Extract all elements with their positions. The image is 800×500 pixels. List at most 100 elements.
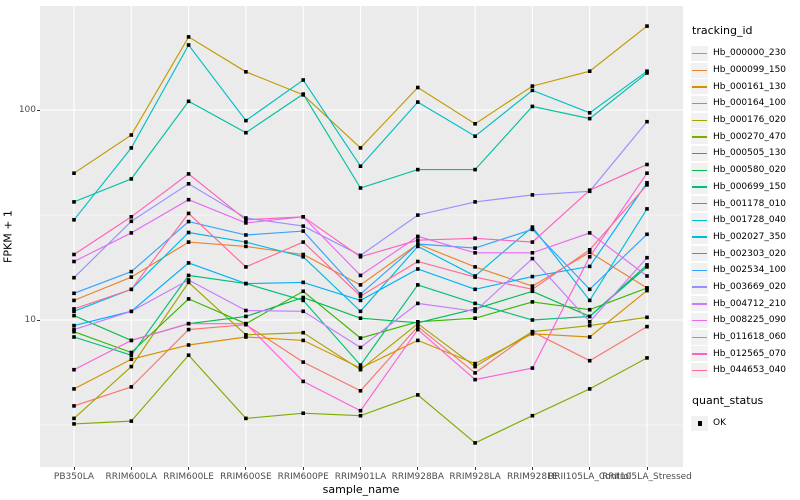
data-point-marker (301, 78, 305, 82)
data-point-marker (244, 233, 248, 237)
legend-entry-Hb_002534_100: Hb_002534_100 (691, 262, 799, 279)
legend-key-line-icon (691, 262, 708, 278)
legend-label: Hb_003669_020 (713, 281, 787, 292)
data-point-marker (358, 408, 363, 413)
x-tick-label-RRIM600PE: RRIM600PE (277, 472, 329, 482)
legend-label: Hb_000099_150 (713, 65, 787, 76)
data-point-marker (416, 338, 420, 343)
data-point-marker (473, 275, 477, 279)
data-point-marker (587, 314, 592, 319)
x-tick-mark (531, 467, 533, 470)
x-tick-mark (417, 467, 419, 470)
data-point-marker (129, 287, 134, 292)
legend-key-line-icon (691, 45, 708, 61)
legend-key-line-icon (691, 346, 708, 362)
data-point-marker (301, 360, 305, 364)
x-tick-mark (188, 467, 190, 470)
legend-entry-Hb_004712_210: Hb_004712_210 (691, 295, 799, 312)
data-point-marker (473, 122, 477, 126)
legend-entry-Hb_000099_150: Hb_000099_150 (691, 62, 799, 79)
data-point-marker (72, 309, 76, 314)
data-point-marker (244, 265, 248, 269)
x-tick-label-RRIM600LA: RRIM600LA (105, 472, 158, 482)
data-point-marker (72, 275, 76, 280)
data-point-marker (473, 371, 477, 375)
x-tick-label-PB350LA: PB350LA (53, 472, 95, 482)
data-point-marker (72, 404, 76, 408)
y-axis-title: FPKM + 1 (1, 210, 15, 263)
data-point-marker (416, 100, 420, 104)
data-point-marker (530, 88, 535, 93)
data-point-marker (358, 336, 363, 340)
data-point-marker (587, 320, 592, 324)
legend-key-line-icon (691, 162, 708, 178)
data-point-marker (301, 309, 305, 314)
data-point-marker (129, 146, 134, 150)
legend-entry-Hb_008225_090: Hb_008225_090 (691, 312, 799, 329)
data-point-marker (587, 387, 592, 391)
legend-entry-Hb_000505_130: Hb_000505_130 (691, 145, 799, 162)
data-point-marker (645, 286, 649, 290)
x-axis-title: sample_name (322, 483, 400, 496)
legend-title-tracking-id: tracking_id (692, 24, 753, 37)
data-point-marker (186, 240, 191, 244)
data-point-marker (129, 177, 134, 181)
legend-key-line-icon (691, 362, 708, 378)
legend-key-line-icon (691, 112, 708, 128)
data-point-marker (129, 231, 134, 235)
x-tick-mark (73, 467, 75, 470)
data-point-marker (244, 308, 248, 313)
x-tick-mark (646, 467, 648, 470)
data-point-marker (358, 273, 363, 278)
x-tick-mark (302, 467, 304, 470)
data-point-marker (186, 230, 191, 235)
legend-label: Hb_000164_100 (713, 98, 787, 109)
data-point-marker (530, 193, 535, 197)
data-point-marker (301, 280, 305, 285)
x-tick-mark (474, 467, 476, 470)
x-tick-mark (589, 467, 591, 470)
legend-key-line-icon (691, 95, 708, 111)
data-point-marker (358, 146, 363, 150)
data-point-marker (129, 215, 134, 219)
legend-key-line-icon (691, 62, 708, 78)
data-point-marker (186, 172, 191, 176)
data-point-marker (72, 218, 76, 222)
data-point-marker (301, 252, 305, 257)
data-point-marker (358, 186, 363, 190)
data-point-marker (530, 274, 535, 279)
data-point-marker (358, 363, 363, 367)
data-point-marker (72, 367, 76, 372)
data-point-marker (645, 288, 649, 293)
legend-entry-Hb_001728_040: Hb_001728_040 (691, 212, 799, 229)
data-point-marker (358, 164, 363, 168)
data-point-marker (186, 197, 191, 202)
legend-entry-Hb_044653_040: Hb_044653_040 (691, 362, 799, 379)
legend-entry-Hb_000176_020: Hb_000176_020 (691, 112, 799, 129)
x-tick-label-RRIM901LA: RRIM901LA (334, 472, 387, 482)
x-tick-label-RRII105LA_Control: RRII105LA_Control (547, 472, 632, 482)
data-point-marker (645, 24, 649, 28)
data-point-marker (473, 377, 477, 382)
legend-entry-Hb_011618_060: Hb_011618_060 (691, 329, 799, 346)
data-point-marker (186, 219, 191, 224)
legend-label: Hb_001178_010 (713, 198, 787, 209)
legend-key-line-icon (691, 179, 708, 195)
legend-label: Hb_000270_470 (713, 131, 787, 142)
data-point-marker (587, 255, 592, 259)
ok-square-icon (691, 415, 708, 431)
data-point-marker (587, 323, 592, 328)
data-point-marker (72, 298, 76, 303)
data-point-marker (244, 244, 248, 249)
data-point-marker (244, 218, 248, 222)
x-tick-label-RRIM928LE: RRIM928LE (506, 472, 558, 482)
data-point-marker (129, 219, 134, 224)
data-point-marker (301, 255, 305, 259)
quant-status-legend: quant_status OK (691, 394, 799, 432)
data-point-marker (416, 283, 420, 287)
data-point-marker (301, 289, 305, 294)
data-point-marker (244, 240, 248, 244)
data-point-marker (416, 327, 420, 332)
